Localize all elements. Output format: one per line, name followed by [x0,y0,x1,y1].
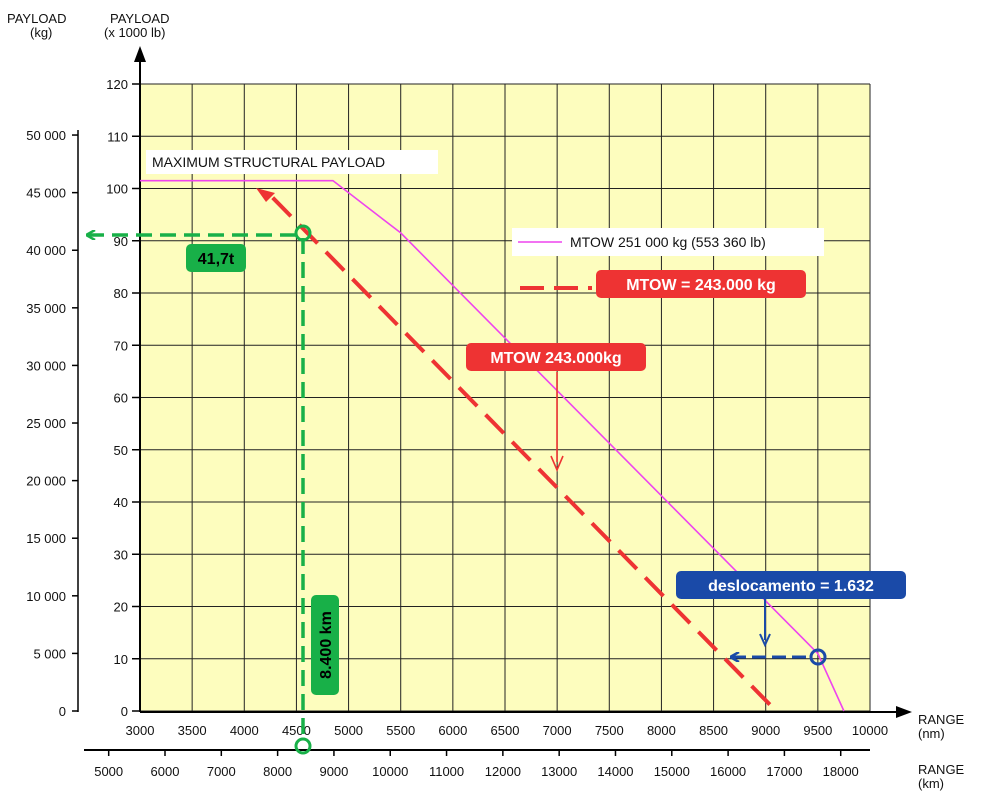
x-km-title-line2: (km) [918,776,944,791]
y-left-tick-label: 25 000 [26,416,66,431]
x-km-tick-label: 15000 [654,764,690,779]
x-nm-title-line1: RANGE [918,712,965,727]
y-right-tick-label: 50 [114,443,128,458]
x-nm-tick-label: 7000 [543,723,572,738]
x-km-tick-label: 17000 [766,764,802,779]
y-right-title-line1: PAYLOAD [110,11,169,26]
x-km-tick-label: 8000 [263,764,292,779]
y-right-tick-label: 100 [106,182,128,197]
green-point-marker [294,224,312,242]
x-nm-tick-label: 5000 [334,723,363,738]
x-km-tick-label: 6000 [151,764,180,779]
range-callout-label: 8.400 km [318,611,335,679]
y-right-tick-label: 40 [114,495,128,510]
payload-callout-label: 41,7t [198,251,235,268]
x-km-tick-label: 13000 [541,764,577,779]
series-line-mtow-243 [271,196,778,713]
shift-callout-label: deslocamento = 1.632 [708,578,874,595]
y-right-tick-label: 60 [114,391,128,406]
mtow-callout-arrow-icon [550,455,564,473]
y-right-tick-label: 80 [114,286,128,301]
y-left-tick-label: 40 000 [26,243,66,258]
grid [139,83,871,712]
x-nm-title-line2: (nm) [918,726,945,741]
series-line-mtow-251 [140,179,845,712]
y-right-tick-label: 70 [114,338,128,353]
y-right-title-line2: (x 1000 lb) [104,25,165,40]
legend-red-badge [596,270,806,298]
range-callout-badge [311,595,339,695]
x-axis-arrow-icon [896,706,912,718]
y-right-tick-label: 10 [114,652,128,667]
y-right-tick-label: 0 [121,704,128,719]
x-km-tick-label: 18000 [823,764,859,779]
x-km-tick-label: 14000 [597,764,633,779]
x-km-tick-label: 5000 [94,764,123,779]
y-left-tick-label: 0 [59,704,66,719]
x-km-title-line1: RANGE [918,762,965,777]
y-left-title-line1: PAYLOAD [7,11,66,26]
y-left-tick-label: 35 000 [26,301,66,316]
legend-box [512,228,824,256]
x-km-tick-label: 7000 [207,764,236,779]
x-nm-tick-label: 9000 [751,723,780,738]
x-nm-tick-label: 6500 [491,723,520,738]
x-nm-tick-label: 6000 [438,723,467,738]
y-left-tick-label: 20 000 [26,474,66,489]
mtow-callout-badge [466,343,646,371]
x-km-tick-label: 12000 [485,764,521,779]
y-axis-arrow-icon [134,46,146,62]
x-nm-tick-label: 7500 [595,723,624,738]
x-nm-tick-label: 8000 [647,723,676,738]
x-nm-tick-label: 5500 [386,723,415,738]
x-km-tick-label: 11000 [429,764,464,779]
y-left-tick-label: 45 000 [26,186,66,201]
x-km-tick-label: 10000 [372,764,408,779]
y-right-tick-label: 30 [114,547,128,562]
blue-point-marker [809,648,827,666]
x-km-tick-label: 16000 [710,764,746,779]
y-right-tick-label: 120 [106,77,128,92]
shift-callout-badge [676,571,906,599]
x-nm-tick-label: 8500 [699,723,728,738]
x-nm-tick-label: 4500 [282,723,311,738]
x-nm-tick-label: 4000 [230,723,259,738]
mtow-callout-label: MTOW 243.000kg [490,350,621,367]
x-nm-tick-label: 10000 [852,723,888,738]
y-right-tick-label: 90 [114,234,128,249]
plot-label-bg [146,150,438,174]
y-left-tick-label: 15 000 [26,531,66,546]
shift-callout-arrow-icon [759,633,771,648]
y-left-tick-label: 10 000 [26,589,66,604]
legend-label-mtow-251: MTOW 251 000 kg (553 360 lb) [570,234,766,250]
x-nm-tick-label: 3500 [178,723,207,738]
green-range-marker [294,737,312,755]
red-arrow-head-icon [256,188,275,202]
x-nm-tick-label: 9500 [803,723,832,738]
y-left-tick-label: 50 000 [26,128,66,143]
x-nm-tick-label: 3000 [126,723,155,738]
y-left-title-line2: (kg) [30,25,52,40]
plot-label: MAXIMUM STRUCTURAL PAYLOAD [152,154,385,170]
legend-label-mtow-243: MTOW = 243.000 kg [626,277,776,294]
y-right-tick-label: 110 [107,129,128,144]
payload-callout-badge [186,244,246,272]
y-right-tick-label: 20 [114,600,128,615]
axis-ticks: 3000 3500 4000 4500 5000 5500 6000 6500 7000 7500… [26,77,888,779]
y-left-tick-label: 30 000 [26,358,66,373]
x-km-tick-label: 9000 [319,764,348,779]
y-left-tick-label: 5 000 [33,646,66,661]
